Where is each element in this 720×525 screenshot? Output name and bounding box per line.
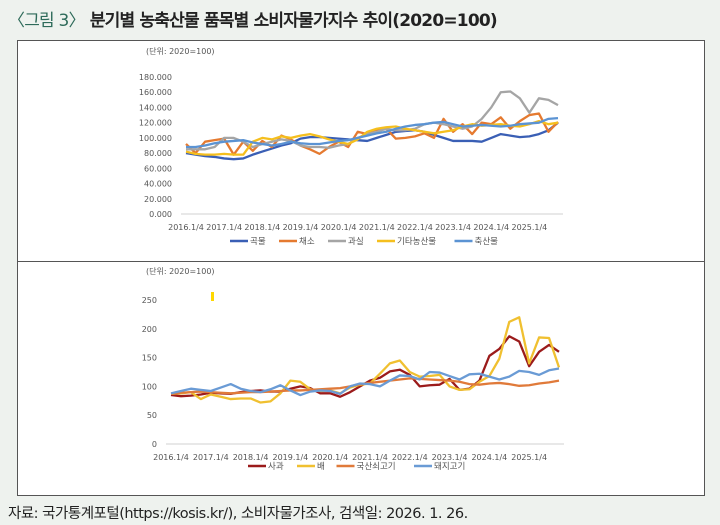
x-tick-label: 2024.1/4 <box>471 453 507 462</box>
unit-label: (단위: 2020=100) <box>146 266 215 276</box>
chart-panel-1: (단위: 2020=100) 0.000 20.000 40.000 60.000 80.… <box>17 40 705 263</box>
x-tick-label: 2018.1/4 <box>233 453 269 462</box>
unit-label: (단위: 2020=100) <box>146 46 215 56</box>
y-tick-label: 150 <box>142 354 157 363</box>
y-tick-label: 120.000 <box>139 119 172 128</box>
x-tick-label: 2025.1/4 <box>511 453 547 462</box>
x-tick-label: 2022.1/4 <box>392 453 428 462</box>
legend-label: 기타농산물 <box>397 236 436 247</box>
y-tick-label: 100.000 <box>139 134 172 143</box>
y-tick-label: 200 <box>142 325 157 334</box>
figure-number: 〈그림 3〉 <box>8 11 86 31</box>
x-tick-label: 2019.1/4 <box>272 453 308 462</box>
x-tick-label: 2020.1/4 <box>321 223 357 232</box>
y-tick-label: 80.000 <box>144 149 172 158</box>
legend-label: 채소 <box>299 236 315 247</box>
x-tick-label: 2017.1/4 <box>206 223 242 232</box>
x-tick-label: 2016.1/4 <box>168 223 204 232</box>
legend-label: 배 <box>317 462 325 472</box>
legend-label: 과실 <box>348 236 364 247</box>
y-tick-label: 40.000 <box>144 180 172 189</box>
legend-label: 곡물 <box>250 237 266 247</box>
x-tick-label: 2025.1/4 <box>511 223 547 232</box>
y-tick-label: 20.000 <box>144 195 172 204</box>
title-text: 분기별 농축산물 품목별 소비자물가지수 추이(2020=100) <box>89 11 498 31</box>
source-note: 자료: 국가통계포털(https://kosis.kr/), 소비자물가조사, … <box>8 506 468 522</box>
series-line-사과 <box>170 335 560 398</box>
y-tick-label: 160.000 <box>139 88 172 97</box>
y-tick-label: 60.000 <box>144 164 172 173</box>
series-line-곡물 <box>185 121 559 161</box>
x-tick-label: 2022.1/4 <box>397 223 433 232</box>
x-tick-label: 2023.1/4 <box>435 223 471 232</box>
y-tick-label: 180.000 <box>139 73 172 82</box>
yellow-mark <box>211 292 214 301</box>
chart-2: (단위: 2020=100) 0 50 100 150 200 250 2016.1/4 201… <box>142 266 564 472</box>
legend-label: 돼지고기 <box>434 462 465 472</box>
y-tick-label: 250 <box>142 296 157 305</box>
legend-label: 축산물 <box>475 236 499 247</box>
series-line-기타농산물 <box>185 119 559 156</box>
legend-label: 국산쇠고기 <box>357 461 396 472</box>
y-tick-label: 140.000 <box>139 103 172 112</box>
x-tick-label: 2021.1/4 <box>352 453 388 462</box>
chart-1: (단위: 2020=100) 0.000 20.000 40.000 60.000 80.… <box>139 46 563 247</box>
chart-panel-2: (단위: 2020=100) 0 50 100 150 200 250 2016.1/4 201… <box>17 261 705 496</box>
series-line-축산물 <box>186 116 559 149</box>
x-tick-label: 2017.1/4 <box>193 453 229 462</box>
x-tick-label: 2016.1/4 <box>153 453 189 462</box>
y-tick-label: 50 <box>147 411 157 420</box>
series-line-과실 <box>186 90 559 151</box>
x-tick-label: 2021.1/4 <box>359 223 395 232</box>
x-tick-label: 2023.1/4 <box>432 453 468 462</box>
y-tick-label: 0.000 <box>149 210 172 219</box>
figure-title: 〈그림 3〉 분기별 농축산물 품목별 소비자물가지수 추이(2020=100) <box>8 6 498 31</box>
series-line-배 <box>170 316 561 404</box>
x-tick-label: 2020.1/4 <box>312 453 348 462</box>
series-line-국산쇠고기 <box>170 377 560 396</box>
x-tick-label: 2019.1/4 <box>283 223 319 232</box>
y-tick-label: 0 <box>152 440 157 449</box>
x-tick-label: 2024.1/4 <box>473 223 509 232</box>
series-line-돼지고기 <box>170 367 560 397</box>
legend-label: 사과 <box>268 462 284 472</box>
x-tick-label: 2018.1/4 <box>244 223 280 232</box>
y-tick-label: 100 <box>142 382 157 391</box>
